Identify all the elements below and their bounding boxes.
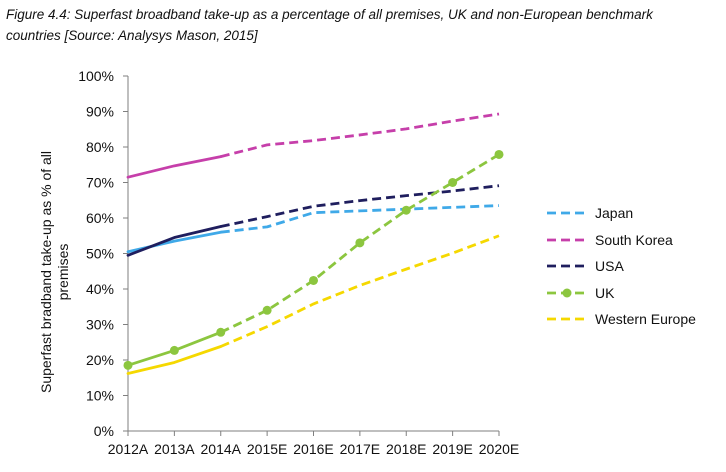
x-tick-label: 2016E [293, 441, 333, 457]
series-uk-point [309, 275, 318, 285]
x-tick-label: 2015E [247, 441, 287, 457]
y-tick-label: 30% [86, 317, 114, 333]
series-south-korea-forecast-line [220, 112, 500, 158]
y-tick-label: 80% [86, 139, 114, 155]
legend-swatch [547, 264, 587, 268]
y-tick-label: 60% [86, 210, 114, 226]
x-tick-label: 2020E [479, 441, 519, 457]
legend-label: Western Europe [595, 311, 696, 328]
legend-item: USA [545, 253, 696, 280]
legend-swatch [547, 317, 587, 321]
legend-item: Western Europe [545, 306, 696, 333]
legend-label: USA [595, 258, 624, 275]
series-uk-point [123, 360, 133, 370]
caption-line-2: countries [Source: Analysys Mason, 2015] [6, 28, 258, 43]
legend-swatch [547, 211, 587, 215]
y-tick-label: 50% [86, 246, 114, 262]
y-axis-title-line: premises [55, 244, 71, 301]
x-tick-label: 2012A [108, 441, 149, 457]
caption-line-1: Figure 4.4: Superfast broadband take-up … [6, 7, 653, 22]
x-tick-label: 2019E [432, 441, 472, 457]
series-uk-point [401, 205, 411, 215]
legend-item: UK [545, 280, 696, 307]
series-uk-point [216, 327, 226, 337]
series-uk-point [494, 149, 504, 159]
series-uk-point [169, 345, 179, 355]
y-tick-label: 100% [78, 68, 114, 84]
series-usa-forecast-line [220, 184, 500, 228]
legend-item: Japan [545, 200, 696, 227]
series-uk-point [355, 238, 365, 248]
legend-label: UK [595, 284, 615, 301]
y-tick-label: 10% [86, 388, 114, 404]
legend-label: South Korea [595, 231, 673, 248]
y-axis-title-line: Superfast bradband take-up as % of all [38, 151, 54, 393]
figure-caption: Figure 4.4: Superfast broadband take-up … [6, 4, 722, 46]
y-tick-label: 0% [94, 423, 114, 439]
series-western-europe-actual-line [126, 345, 223, 375]
series-usa-actual-line [126, 225, 223, 257]
chart-legend: Japan South Korea USA UK Western Europe [545, 200, 696, 333]
x-tick-label: 2018E [386, 441, 426, 457]
y-tick-label: 90% [86, 104, 114, 120]
legend-swatch [547, 238, 587, 242]
x-tick-label: 2013A [154, 441, 195, 457]
x-tick-label: 2017E [340, 441, 380, 457]
y-tick-label: 40% [86, 281, 114, 297]
legend-label: Japan [595, 205, 634, 222]
y-tick-label: 20% [86, 352, 114, 368]
legend-item: South Korea [545, 227, 696, 254]
series-south-korea-actual-line [126, 155, 223, 179]
legend-swatch [547, 288, 587, 298]
series-western-europe-forecast-line [220, 234, 500, 348]
series-japan-forecast-line [220, 204, 500, 234]
y-tick-label: 70% [86, 175, 114, 191]
x-tick-label: 2014A [201, 441, 242, 457]
legend-marker [562, 288, 572, 298]
series-uk-point [448, 178, 458, 187]
series-uk-point [262, 305, 272, 315]
